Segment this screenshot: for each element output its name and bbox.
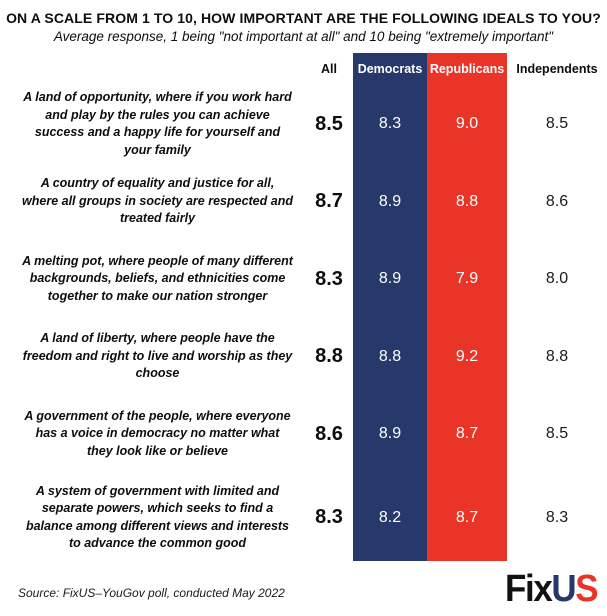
value-democrats: 8.3 <box>353 84 427 164</box>
fixus-logo-s: S <box>575 568 598 610</box>
chart-title: ON A SCALE FROM 1 TO 10, HOW IMPORTANT A… <box>6 10 601 26</box>
source-note: Source: FixUS–YouGov poll, conducted May… <box>18 586 285 600</box>
value-independents: 8.5 <box>545 425 569 442</box>
value-democrats: 8.9 <box>353 394 427 474</box>
value-all: 8.5 <box>315 112 343 135</box>
value-independents: 8.6 <box>545 192 569 210</box>
value-all: 8.3 <box>315 506 343 528</box>
value-republicans: 7.9 <box>427 239 507 319</box>
column-header-independents: Independents <box>516 61 598 76</box>
value-democrats: 8.9 <box>353 239 427 319</box>
table-row: A country of equality and justice for al… <box>0 164 607 239</box>
value-independents: 8.3 <box>545 508 569 526</box>
table-row: A melting pot, where people of many diff… <box>0 239 607 319</box>
ideal-statement: A melting pot, where people of many diff… <box>22 253 293 303</box>
value-democrats: 8.2 <box>353 474 427 561</box>
ideal-statement: A country of equality and justice for al… <box>22 176 293 226</box>
table-row: A system of government with limited and … <box>0 474 607 561</box>
table-row: A land of liberty, where people have the… <box>0 319 607 394</box>
column-header-democrats: Democrats <box>353 53 427 84</box>
table-header-row: All Democrats Republicans Independents <box>0 53 607 84</box>
value-republicans: 8.7 <box>427 394 507 474</box>
column-header-all: All <box>321 61 337 76</box>
value-republicans: 9.2 <box>427 319 507 394</box>
ideal-statement: A government of the people, where everyo… <box>24 408 291 458</box>
chart-subtitle: Average response, 1 being "not important… <box>53 29 554 44</box>
value-all: 8.6 <box>315 422 343 445</box>
header-statement-spacer <box>0 53 305 84</box>
ideal-statement: A land of opportunity, where if you work… <box>23 90 292 157</box>
value-independents: 8.8 <box>545 347 569 365</box>
value-democrats: 8.9 <box>353 164 427 239</box>
table-row: A land of opportunity, where if you work… <box>0 84 607 164</box>
column-header-republicans: Republicans <box>427 53 507 84</box>
value-independents: 8.0 <box>545 270 569 287</box>
value-all: 8.7 <box>315 190 343 212</box>
value-all: 8.3 <box>315 267 343 290</box>
value-republicans: 8.7 <box>427 474 507 561</box>
value-all: 8.8 <box>315 345 343 367</box>
fixus-logo: FixUS <box>504 568 599 610</box>
ideal-statement: A land of liberty, where people have the… <box>22 331 293 381</box>
value-republicans: 8.8 <box>427 164 507 239</box>
value-independents: 8.5 <box>545 115 569 132</box>
table-row: A government of the people, where everyo… <box>0 394 607 474</box>
value-republicans: 9.0 <box>427 84 507 164</box>
value-democrats: 8.8 <box>353 319 427 394</box>
fixus-logo-u: U <box>551 568 576 610</box>
fixus-logo-fix: Fix <box>504 568 553 610</box>
ideal-statement: A system of government with limited and … <box>25 483 290 551</box>
results-table: All Democrats Republicans Independents A… <box>0 53 607 561</box>
